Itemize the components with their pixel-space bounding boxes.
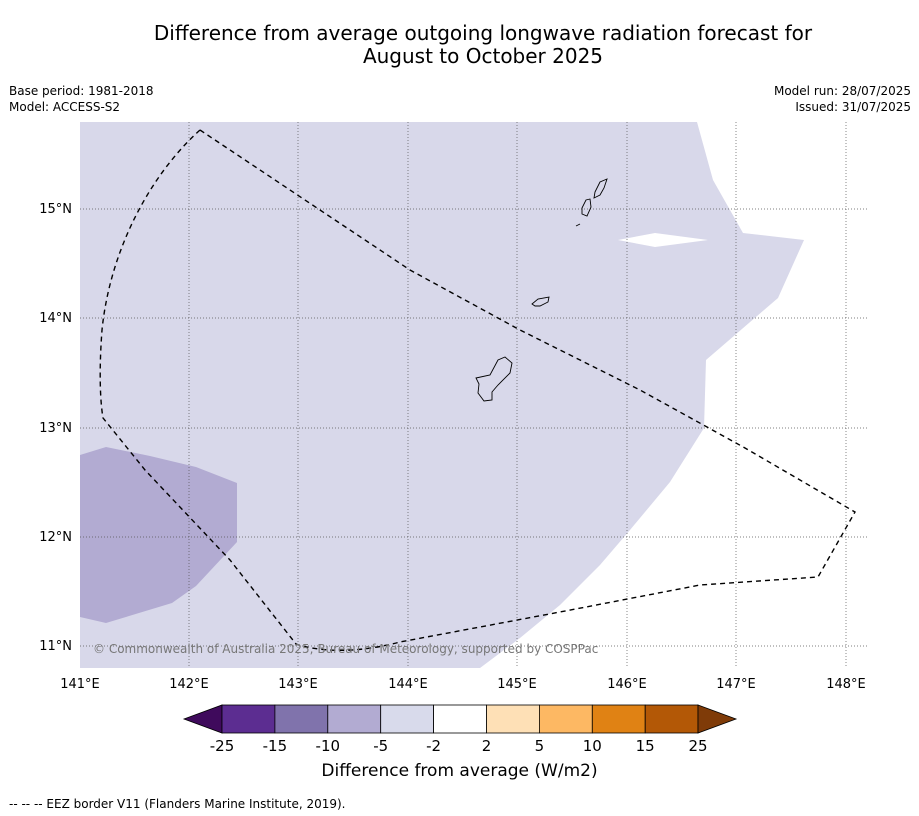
- issued-date: Issued: 31/07/2025: [795, 100, 911, 114]
- colorbar-segment: [591, 704, 646, 734]
- map-figure: © Commonwealth of Australia 2025, Bureau…: [39, 122, 868, 755]
- lon-label-144: 144°E: [388, 677, 428, 692]
- lon-label-143: 143°E: [278, 677, 318, 692]
- colorbar-segment: [539, 704, 593, 734]
- colorbar-tick: 25: [688, 737, 707, 755]
- colorbar-tick: -2: [426, 737, 441, 755]
- model-run: Model run: 28/07/2025: [773, 84, 911, 98]
- colorbar-segment: [486, 704, 540, 734]
- anomaly-hole: [618, 233, 708, 247]
- anomaly-region-dark: [80, 447, 237, 623]
- title-line-2: August to October 2025: [362, 44, 604, 68]
- colorbar-tick: -25: [210, 737, 235, 755]
- lat-label-12: 12°N: [39, 530, 72, 545]
- lat-label-13: 13°N: [39, 421, 72, 436]
- lon-label-141: 141°E: [60, 677, 100, 692]
- model-name: Model: ACCESS-S2: [9, 100, 121, 114]
- base-period: Base period: 1981-2018: [9, 84, 154, 98]
- meta-right: Model run: 28/07/2025 Issued: 31/07/2025: [774, 83, 911, 115]
- title-line-1: Difference from average outgoing longwav…: [153, 21, 813, 45]
- island-tinian: [581, 198, 592, 217]
- eez-border: [99, 129, 856, 652]
- lon-label-146: 146°E: [607, 677, 647, 692]
- lat-label-15: 15°N: [39, 202, 72, 217]
- colorbar: -25 -15 -10 -5 -2 2 5 10 15 25: [182, 704, 738, 755]
- island-guam: [475, 356, 513, 402]
- colorbar-tick: 10: [583, 737, 602, 755]
- lat-label-11: 11°N: [39, 639, 72, 654]
- lon-label-147: 147°E: [716, 677, 756, 692]
- lon-label-142: 142°E: [169, 677, 209, 692]
- graticule: [80, 122, 868, 668]
- colorbar-segment: [221, 704, 276, 734]
- colorbar-extend-low: [182, 704, 223, 734]
- colorbar-segment: [644, 704, 699, 734]
- lat-axis: 15°N 14°N 13°N 12°N 11°N: [39, 202, 72, 654]
- eez-footnote: -- -- -- EEZ border V11 (Flanders Marine…: [9, 797, 346, 811]
- colorbar-label: Difference from average (W/m2): [321, 761, 598, 781]
- colorbar-tick: 15: [636, 737, 655, 755]
- colorbar-tick: -10: [316, 737, 341, 755]
- meta-left: Base period: 1981-2018 Model: ACCESS-S2: [9, 83, 154, 115]
- lat-label-14: 14°N: [39, 311, 72, 326]
- lon-label-148: 148°E: [826, 677, 866, 692]
- colorbar-segment: [327, 704, 382, 734]
- anomaly-region-light: [80, 122, 804, 668]
- islands: [475, 178, 608, 402]
- colorbar-extend-high: [697, 704, 738, 734]
- island-saipan: [593, 178, 608, 199]
- colorbar-tick: -5: [373, 737, 388, 755]
- colorbar-segment: [380, 704, 435, 734]
- lon-label-145: 145°E: [497, 677, 537, 692]
- chart-title: Difference from average outgoing longwav…: [0, 22, 919, 68]
- lon-axis: 141°E 142°E 143°E 144°E 145°E 146°E 147°…: [60, 677, 866, 692]
- island-aguijan: [575, 223, 581, 227]
- colorbar-tick: 5: [535, 737, 545, 755]
- colorbar-segment: [274, 704, 329, 734]
- map-area: © Commonwealth of Australia 2025, Bureau…: [80, 122, 868, 668]
- colorbar-tick: -15: [263, 737, 288, 755]
- colorbar-segment: [433, 704, 487, 734]
- colorbar-tick: 2: [482, 737, 492, 755]
- island-rota: [531, 296, 550, 307]
- copyright-text: © Commonwealth of Australia 2025, Bureau…: [93, 642, 598, 656]
